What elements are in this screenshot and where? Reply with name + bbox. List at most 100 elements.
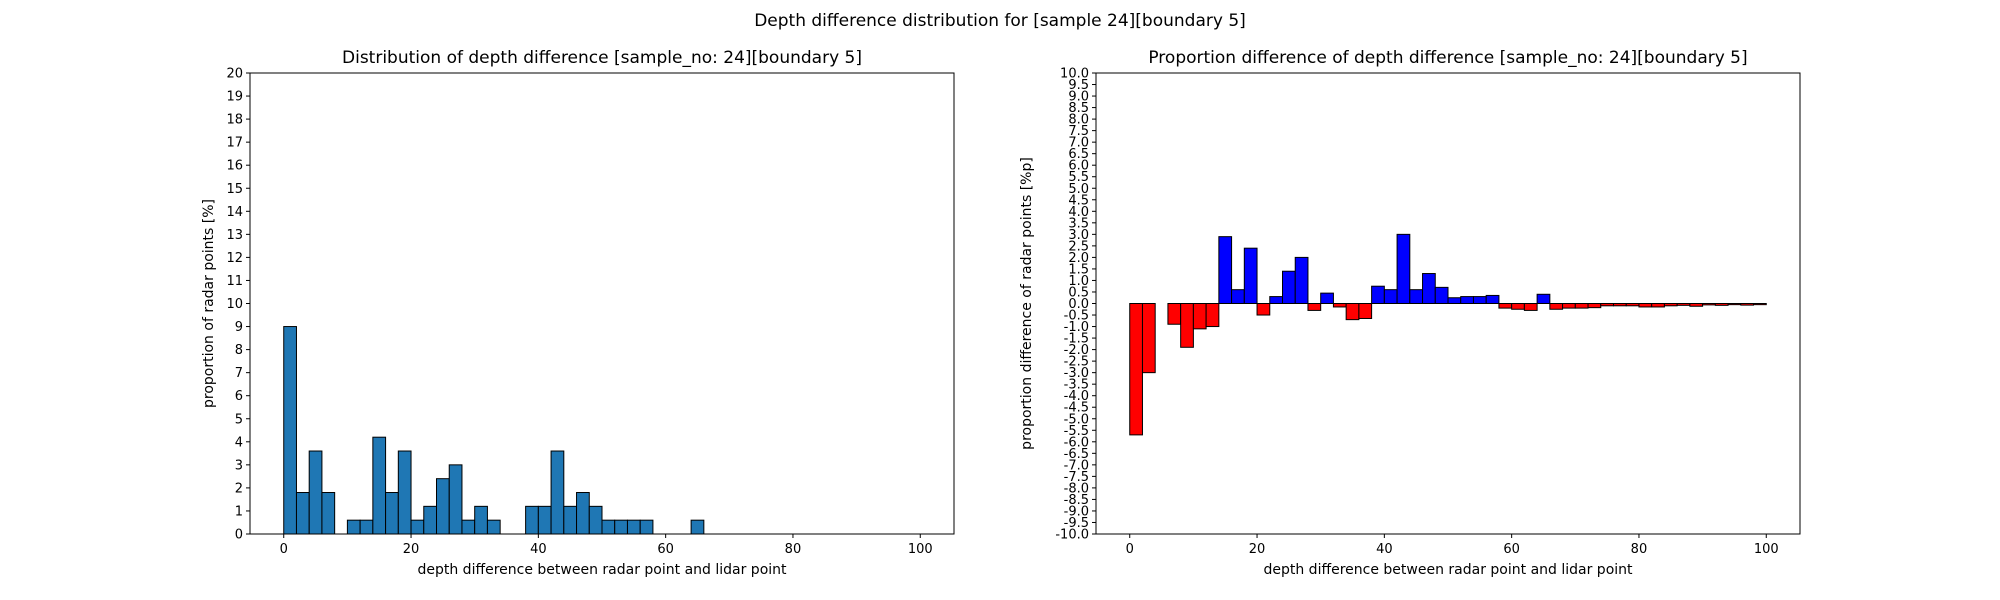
y-tick-label: 5 <box>235 412 243 427</box>
y-tick-label: -5.0 <box>1064 412 1089 427</box>
y-tick-label: 6.0 <box>1068 159 1089 174</box>
y-tick-label: 18 <box>226 113 243 128</box>
bar-right-37 <box>1612 303 1627 307</box>
bar-right-35 <box>1587 303 1602 309</box>
y-tick-label: -7.5 <box>1064 470 1089 485</box>
bar-right-40 <box>1651 303 1665 308</box>
bar-right-29 <box>1511 303 1525 310</box>
bar-right-2 <box>1167 303 1182 325</box>
y-tick-label: 16 <box>226 159 243 174</box>
y-tick-label: -8.0 <box>1064 481 1089 496</box>
bar-right-32 <box>1549 303 1564 310</box>
bar-left-21 <box>588 505 603 535</box>
y-tick-label: 8.0 <box>1068 113 1089 128</box>
bar-left-15 <box>486 519 501 535</box>
bar-left-26 <box>690 519 705 535</box>
y-tick-label: 19 <box>226 90 243 105</box>
right-chart-x-label: depth difference between radar point and… <box>1263 562 1633 578</box>
x-tick-label: 40 <box>530 542 547 557</box>
y-tick-label: -3.0 <box>1064 366 1089 381</box>
right-chart-y-label: proportion difference of radar points [%… <box>1019 157 1035 450</box>
y-tick-label: 9.5 <box>1068 78 1089 93</box>
left-chart-title: Distribution of depth difference [sample… <box>342 48 862 68</box>
x-tick-label: 100 <box>908 542 933 557</box>
x-tick-label: 0 <box>1126 542 1134 557</box>
y-tick-label: 4.5 <box>1068 193 1089 208</box>
bar-left-0 <box>283 326 297 535</box>
y-tick-label: 7.5 <box>1068 124 1089 139</box>
bar-right-18 <box>1371 285 1385 304</box>
y-tick-label: 0.0 <box>1068 297 1089 312</box>
bar-right-30 <box>1523 303 1538 311</box>
bar-right-28 <box>1498 303 1513 309</box>
y-tick-label: -6.5 <box>1064 447 1089 462</box>
bar-left-19 <box>563 505 578 535</box>
bar-left-14 <box>474 505 488 535</box>
bar-left-25 <box>639 519 654 535</box>
y-tick-label: 7.0 <box>1068 136 1089 151</box>
y-tick-label: 9 <box>235 320 243 335</box>
y-tick-label: 5.5 <box>1068 170 1089 185</box>
y-tick-label: 4 <box>235 435 243 450</box>
x-tick-label: 60 <box>657 542 674 557</box>
bar-left-24 <box>626 519 641 535</box>
bar-right-21 <box>1409 289 1424 305</box>
bar-right-39 <box>1638 303 1653 308</box>
bar-left-6 <box>372 436 387 535</box>
bar-right-9 <box>1256 303 1271 316</box>
y-tick-label: 8.5 <box>1068 101 1089 116</box>
x-tick-label: 0 <box>280 542 288 557</box>
x-tick-label: 80 <box>785 542 802 557</box>
bar-right-24 <box>1447 297 1462 304</box>
bar-right-31 <box>1536 293 1551 304</box>
bar-right-38 <box>1625 303 1640 307</box>
bar-right-48 <box>1753 303 1767 306</box>
y-tick-label: 10.0 <box>1060 67 1089 82</box>
x-tick-label: 20 <box>403 542 420 557</box>
bar-left-8 <box>397 450 412 535</box>
y-tick-label: 6 <box>235 389 243 404</box>
y-tick-label: 13 <box>226 228 243 243</box>
bar-right-10 <box>1269 296 1284 304</box>
bar-right-13 <box>1307 303 1322 311</box>
y-tick-label: -8.5 <box>1064 493 1089 508</box>
bar-left-18 <box>550 450 565 535</box>
bar-right-11 <box>1282 270 1296 305</box>
bar-right-44 <box>1702 303 1716 306</box>
y-tick-label: 14 <box>226 205 243 220</box>
y-tick-label: 1.0 <box>1068 274 1089 289</box>
right-chart-y-ticks: -10.0-9.5-9.0-8.5-8.0-7.5-7.0-6.5-6.0-5.… <box>1055 67 1096 543</box>
y-tick-label: -0.5 <box>1064 309 1089 324</box>
bar-right-0 <box>1129 303 1143 436</box>
y-tick-label: 15 <box>226 182 243 197</box>
bar-left-1 <box>295 492 310 535</box>
y-tick-label: -5.5 <box>1064 424 1089 439</box>
bar-left-22 <box>601 519 616 535</box>
bar-right-36 <box>1600 303 1614 307</box>
y-tick-label: 9.0 <box>1068 90 1089 105</box>
bar-right-45 <box>1714 303 1729 306</box>
x-tick-label: 40 <box>1376 542 1393 557</box>
bar-right-34 <box>1574 303 1589 309</box>
bar-right-6 <box>1218 236 1233 304</box>
y-tick-label: 3.5 <box>1068 216 1089 231</box>
bar-right-8 <box>1243 247 1258 304</box>
bar-right-12 <box>1294 256 1309 304</box>
bar-right-27 <box>1485 294 1500 304</box>
bar-right-14 <box>1320 292 1334 305</box>
bar-right-46 <box>1727 303 1742 306</box>
left-chart-x-label: depth difference between radar point and… <box>417 562 787 578</box>
figure-suptitle: Depth difference distribution for [sampl… <box>754 11 1246 31</box>
left-chart: Distribution of depth difference [sample… <box>201 48 955 578</box>
y-tick-label: -2.5 <box>1064 355 1089 370</box>
bar-right-47 <box>1740 303 1755 306</box>
y-tick-label: 10 <box>226 297 243 312</box>
y-tick-label: 0.5 <box>1068 285 1089 300</box>
y-tick-label: -10.0 <box>1055 528 1089 543</box>
y-tick-label: 0 <box>235 528 243 543</box>
right-chart: Proportion difference of depth differenc… <box>1019 48 1801 578</box>
bar-left-7 <box>385 492 399 535</box>
right-chart-frame <box>1095 72 1801 535</box>
